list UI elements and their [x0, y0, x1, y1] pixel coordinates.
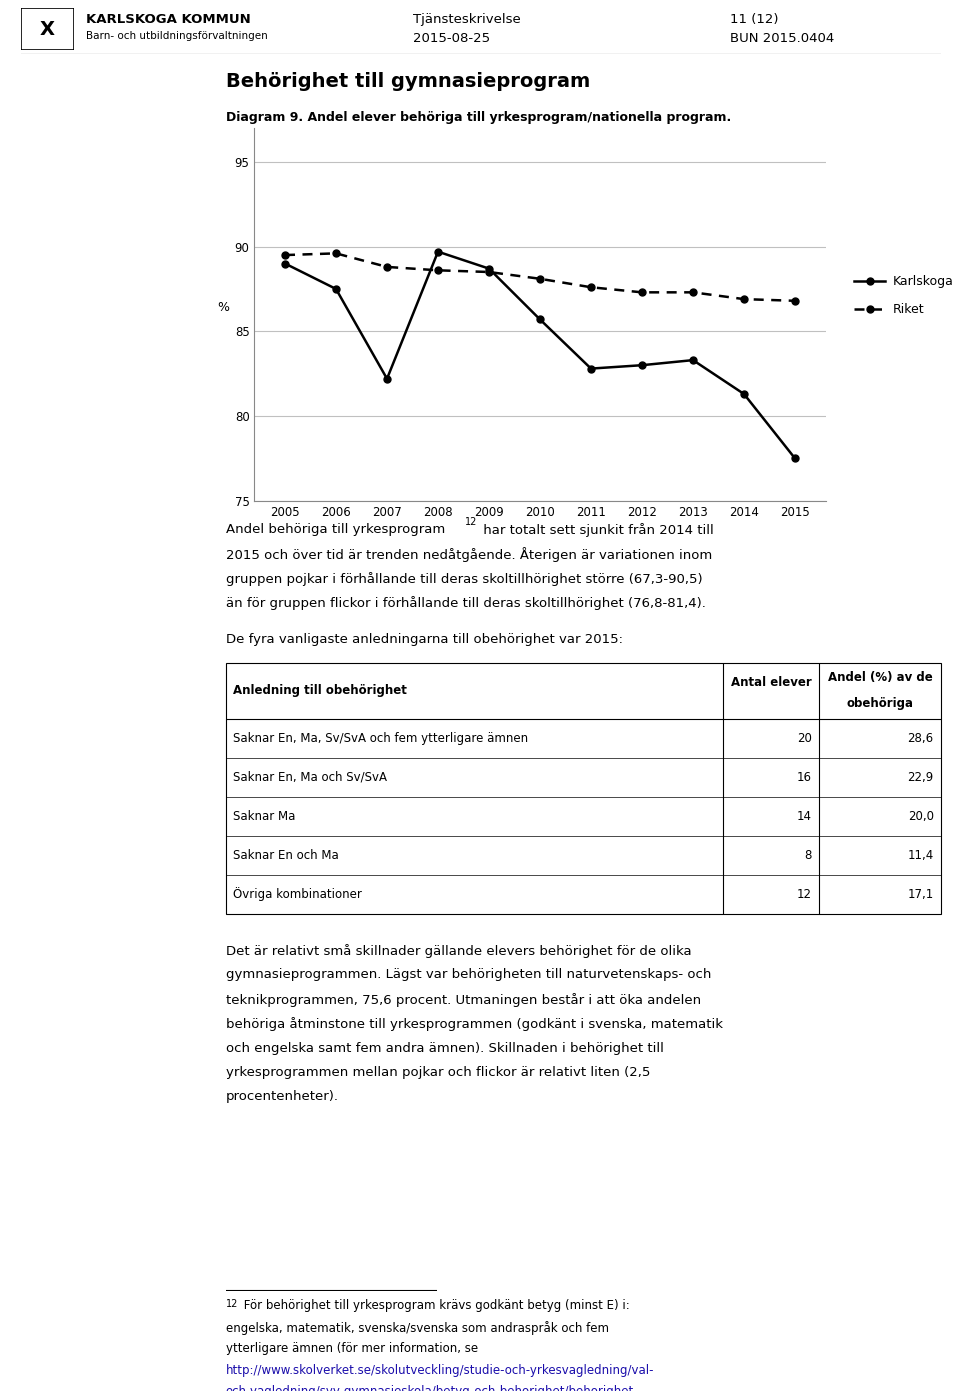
- Karlskoga: [586, 360, 597, 377]
- Text: Saknar Ma: Saknar Ma: [232, 810, 295, 822]
- Text: 8: 8: [804, 849, 812, 861]
- Karlskoga: [330, 281, 342, 298]
- Riket: [279, 246, 291, 263]
- Text: 12: 12: [797, 887, 812, 900]
- Text: Saknar En, Ma och Sv/SvA: Saknar En, Ma och Sv/SvA: [232, 771, 387, 783]
- Line: Riket: Riket: [281, 250, 799, 305]
- Riket: [432, 262, 444, 278]
- Karlskoga: [534, 312, 545, 328]
- Text: 12: 12: [465, 517, 477, 527]
- Text: än för gruppen flickor i förhållande till deras skoltillhörighet (76,8-81,4).: än för gruppen flickor i förhållande til…: [226, 595, 706, 611]
- Riket: [738, 291, 750, 307]
- Text: 11,4: 11,4: [907, 849, 934, 861]
- Text: har totalt sett sjunkit från 2014 till: har totalt sett sjunkit från 2014 till: [478, 523, 713, 537]
- Text: 16: 16: [797, 771, 812, 783]
- Text: engelska, matematik, svenska/svenska som andraspråk och fem: engelska, matematik, svenska/svenska som…: [226, 1321, 609, 1335]
- Text: X: X: [40, 19, 55, 39]
- Text: behöriga åtminstone till yrkesprogrammen (godkänt i svenska, matematik: behöriga åtminstone till yrkesprogrammen…: [226, 1017, 723, 1031]
- Text: KARLSKOGA KOMMUN: KARLSKOGA KOMMUN: [86, 13, 252, 25]
- Riket: [330, 245, 342, 262]
- Y-axis label: %: %: [218, 302, 229, 314]
- Karlskoga: [687, 352, 699, 369]
- Legend: Karlskoga, Riket: Karlskoga, Riket: [849, 270, 959, 321]
- Text: 20: 20: [797, 732, 812, 744]
- Text: http://www.skolverket.se/skolutveckling/studie-och-yrkesvagledning/val-: http://www.skolverket.se/skolutveckling/…: [226, 1363, 654, 1377]
- Text: Barn- och utbildningsförvaltningen: Barn- och utbildningsförvaltningen: [86, 31, 268, 40]
- Text: obehöriga: obehöriga: [847, 697, 914, 709]
- Text: 2015-08-25: 2015-08-25: [413, 32, 490, 45]
- Text: De fyra vanligaste anledningarna till obehörighet var 2015:: De fyra vanligaste anledningarna till ob…: [226, 633, 623, 645]
- Line: Karlskoga: Karlskoga: [281, 248, 799, 462]
- Text: och engelska samt fem andra ämnen). Skillnaden i behörighet till: och engelska samt fem andra ämnen). Skil…: [226, 1042, 663, 1054]
- Text: Andel behöriga till yrkesprogram: Andel behöriga till yrkesprogram: [226, 523, 444, 536]
- Text: BUN 2015.0404: BUN 2015.0404: [730, 32, 834, 45]
- Text: procentenheter).: procentenheter).: [226, 1091, 339, 1103]
- Text: 28,6: 28,6: [907, 732, 934, 744]
- Riket: [483, 264, 494, 281]
- Riket: [636, 284, 648, 300]
- Riket: [586, 280, 597, 296]
- Text: 11 (12): 11 (12): [730, 13, 779, 25]
- Text: 14: 14: [797, 810, 812, 822]
- Karlskoga: [789, 451, 801, 467]
- Text: Saknar En och Ma: Saknar En och Ma: [232, 849, 339, 861]
- Karlskoga: [738, 385, 750, 402]
- Riket: [789, 292, 801, 309]
- Karlskoga: [432, 243, 444, 260]
- Text: 20,0: 20,0: [907, 810, 934, 822]
- Riket: [381, 259, 393, 275]
- Karlskoga: [279, 255, 291, 271]
- Text: För behörighet till yrkesprogram krävs godkänt betyg (minst E) i:: För behörighet till yrkesprogram krävs g…: [240, 1299, 630, 1312]
- Text: 2015 och över tid är trenden nedåtgående. Återigen är variationen inom: 2015 och över tid är trenden nedåtgående…: [226, 547, 712, 562]
- Text: teknikprogrammen, 75,6 procent. Utmaningen består i att öka andelen: teknikprogrammen, 75,6 procent. Utmaning…: [226, 993, 701, 1007]
- Text: 12: 12: [226, 1299, 238, 1309]
- Text: och-vagledning/syv-gymnasieskola/betyg-och-behorighet/behorighet-: och-vagledning/syv-gymnasieskola/betyg-o…: [226, 1385, 638, 1391]
- Karlskoga: [636, 357, 648, 374]
- Text: 17,1: 17,1: [907, 887, 934, 900]
- Text: gruppen pojkar i förhållande till deras skoltillhörighet större (67,3-90,5): gruppen pojkar i förhållande till deras …: [226, 572, 702, 586]
- Riket: [534, 270, 545, 287]
- Text: ytterligare ämnen (för mer information, se: ytterligare ämnen (för mer information, …: [226, 1342, 478, 1355]
- Text: yrkesprogrammen mellan pojkar och flickor är relativt liten (2,5: yrkesprogrammen mellan pojkar och flicko…: [226, 1066, 650, 1079]
- Text: Diagram 9. Andel elever behöriga till yrkesprogram/nationella program.: Diagram 9. Andel elever behöriga till yr…: [226, 111, 731, 124]
- Riket: [687, 284, 699, 300]
- Text: Tjänsteskrivelse: Tjänsteskrivelse: [413, 13, 520, 25]
- Text: Det är relativt små skillnader gällande elevers behörighet för de olika: Det är relativt små skillnader gällande …: [226, 944, 691, 958]
- Karlskoga: [381, 370, 393, 387]
- Karlskoga: [483, 260, 494, 277]
- Text: Anledning till obehörighet: Anledning till obehörighet: [232, 684, 407, 697]
- Text: gymnasieprogrammen. Lägst var behörigheten till naturvetenskaps- och: gymnasieprogrammen. Lägst var behörighet…: [226, 968, 711, 982]
- Text: 22,9: 22,9: [907, 771, 934, 783]
- Text: Andel (%) av de: Andel (%) av de: [828, 670, 932, 683]
- Text: Antal elever: Antal elever: [731, 676, 811, 689]
- Text: Övriga kombinationer: Övriga kombinationer: [232, 887, 362, 901]
- Text: Behörighet till gymnasieprogram: Behörighet till gymnasieprogram: [226, 72, 589, 92]
- Text: Saknar En, Ma, Sv/SvA och fem ytterligare ämnen: Saknar En, Ma, Sv/SvA och fem ytterligar…: [232, 732, 528, 744]
